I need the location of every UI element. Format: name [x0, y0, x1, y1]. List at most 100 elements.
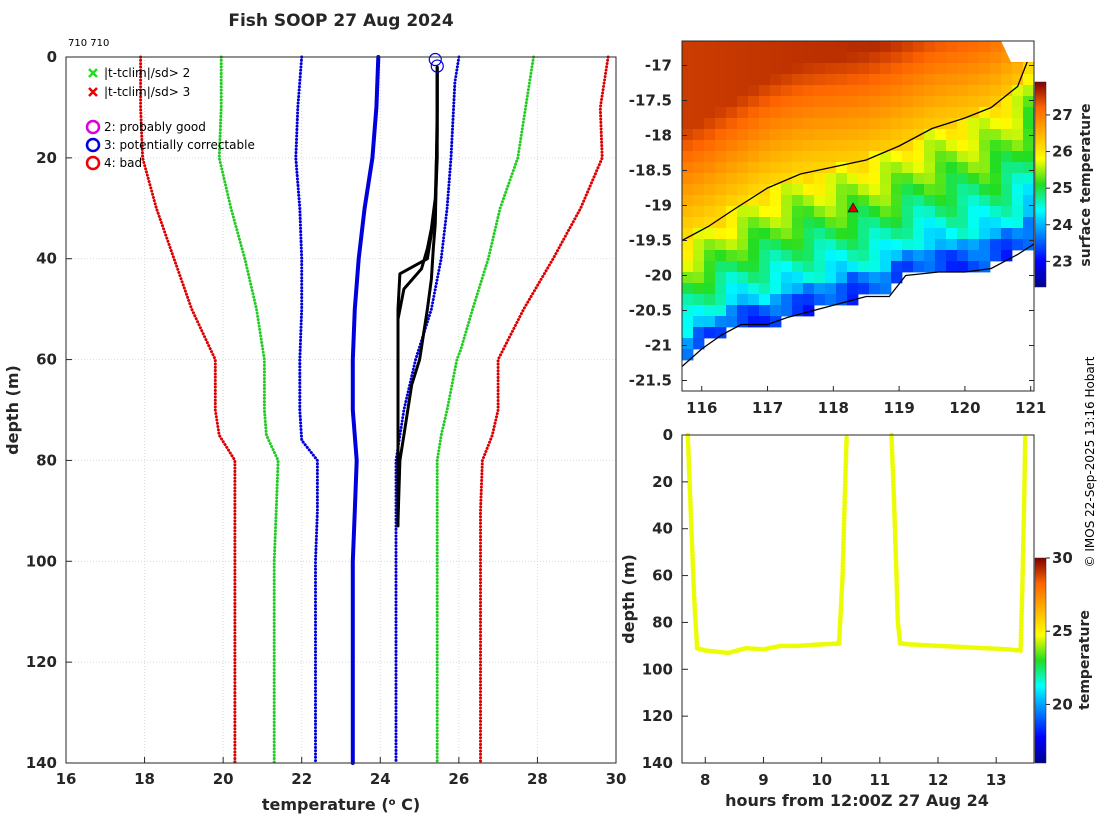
sst-cell: [803, 250, 815, 262]
sst-cell: [792, 63, 804, 75]
sst-cell: [792, 96, 804, 108]
profile-line-mean-1sd: [394, 55, 461, 765]
sst-cell: [946, 107, 958, 119]
sst-cell: [1012, 217, 1024, 229]
sst-cell: [825, 129, 837, 141]
sst-cell: [946, 195, 958, 207]
sst-cell: [902, 162, 914, 174]
sst-cell: [990, 107, 1002, 119]
sst-cell: [1023, 195, 1034, 207]
sst-cell: [847, 261, 859, 273]
sst-cell: [715, 107, 727, 119]
sst-cell: [737, 228, 749, 240]
sst-cell: [682, 250, 694, 262]
sst-cell: [715, 206, 727, 218]
sst-cell: [957, 151, 969, 163]
sst-cell: [781, 129, 793, 141]
sst-cell: [869, 74, 881, 86]
sst-cell: [693, 338, 705, 350]
sst-cell: [946, 41, 958, 53]
sst-cell: [979, 162, 991, 174]
sst-cell: [935, 41, 947, 53]
sst-cell: [847, 63, 859, 75]
sst-cell: [726, 239, 738, 251]
sst-cell: [726, 41, 738, 53]
sst-cell: [803, 41, 815, 53]
sst-cell: [869, 195, 881, 207]
profile-line-mean-3sd: [139, 55, 237, 765]
sst-cell: [748, 316, 760, 328]
sst-cell: [935, 228, 947, 240]
timeseries-point: [1022, 435, 1028, 441]
sst-cell: [924, 206, 936, 218]
sst-cell: [880, 52, 892, 64]
map-ytick-label: -17: [645, 57, 672, 75]
sst-cell: [759, 206, 771, 218]
sst-cell: [704, 140, 716, 152]
sst-cell: [946, 85, 958, 97]
sst-cell: [968, 250, 980, 262]
sst-cell: [990, 96, 1002, 108]
sst-cell: [814, 184, 826, 196]
map-xtick-label: 116: [686, 399, 717, 417]
sst-cell: [957, 184, 969, 196]
sst-cell: [726, 272, 738, 284]
sst-cell: [704, 129, 716, 141]
sst-cell: [715, 327, 727, 339]
sst-cell: [803, 283, 815, 295]
sst-cell: [979, 140, 991, 152]
sst-cell: [792, 294, 804, 306]
legend-label: 4: bad: [104, 156, 142, 170]
sst-cell: [803, 206, 815, 218]
sst-cell: [726, 283, 738, 295]
legend-circle-marker: [85, 137, 101, 153]
sst-cell: [737, 74, 749, 86]
sst-cell: [891, 41, 903, 53]
sst-cell: [814, 41, 826, 53]
sst-cell: [803, 129, 815, 141]
sst-cell: [957, 173, 969, 185]
sst-cell: [792, 228, 804, 240]
profile-ytick-label: 20: [36, 149, 57, 167]
sst-cell: [748, 129, 760, 141]
sst-cell: [935, 85, 947, 97]
sst-cell: [792, 206, 804, 218]
sst-cell: [748, 41, 760, 53]
sst-cell: [891, 52, 903, 64]
sst-cell: [770, 118, 782, 130]
sst-cell: [946, 239, 958, 251]
sst-cell: [836, 140, 848, 152]
sst-cell: [737, 85, 749, 97]
sst-cell: [847, 107, 859, 119]
sst-cell: [913, 173, 925, 185]
sst-cell: [825, 261, 837, 273]
sst-cell: [715, 162, 727, 174]
sst-cell: [814, 261, 826, 273]
sst-cell: [847, 85, 859, 97]
sst-cell: [968, 151, 980, 163]
sst-cell: [814, 294, 826, 306]
sst-cell: [792, 140, 804, 152]
sst-cell: [792, 41, 804, 53]
sst-cell: [726, 250, 738, 262]
sst-cell: [847, 217, 859, 229]
sst-cell: [979, 217, 991, 229]
sst-cell: [726, 173, 738, 185]
sst-cell: [1023, 206, 1034, 218]
sst-cell: [682, 283, 694, 295]
map-ytick-label: -20.5: [629, 302, 672, 320]
sst-cell: [715, 63, 727, 75]
sst-cell: [737, 206, 749, 218]
sst-cell: [682, 206, 694, 218]
timeseries-xlabel: hours from 12:00Z 27 Aug 24: [725, 791, 989, 810]
sst-cell: [715, 261, 727, 273]
sst-cell: [935, 107, 947, 119]
sst-cell: [1023, 228, 1034, 240]
sst-cell: [913, 162, 925, 174]
sst-cell: [935, 195, 947, 207]
sst-cell: [770, 74, 782, 86]
sst-cell: [814, 63, 826, 75]
profile-xtick-label: 28: [527, 770, 548, 788]
sst-cell: [825, 283, 837, 295]
sst-cell: [935, 74, 947, 86]
